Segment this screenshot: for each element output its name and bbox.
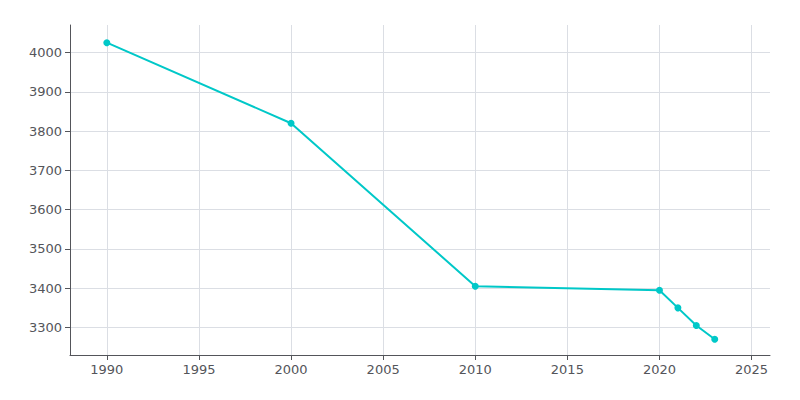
- svg-text:3600: 3600: [29, 202, 62, 217]
- svg-text:2015: 2015: [551, 362, 584, 377]
- svg-text:3500: 3500: [29, 241, 62, 256]
- svg-text:2005: 2005: [367, 362, 400, 377]
- svg-text:4000: 4000: [29, 45, 62, 60]
- svg-text:1995: 1995: [182, 362, 215, 377]
- svg-text:3300: 3300: [29, 320, 62, 335]
- svg-text:2010: 2010: [459, 362, 492, 377]
- svg-text:3700: 3700: [29, 163, 62, 178]
- svg-text:3800: 3800: [29, 124, 62, 139]
- svg-text:2020: 2020: [643, 362, 676, 377]
- svg-text:3400: 3400: [29, 281, 62, 296]
- svg-text:1990: 1990: [90, 362, 123, 377]
- svg-text:2000: 2000: [275, 362, 308, 377]
- svg-text:2025: 2025: [735, 362, 768, 377]
- svg-text:3900: 3900: [29, 84, 62, 99]
